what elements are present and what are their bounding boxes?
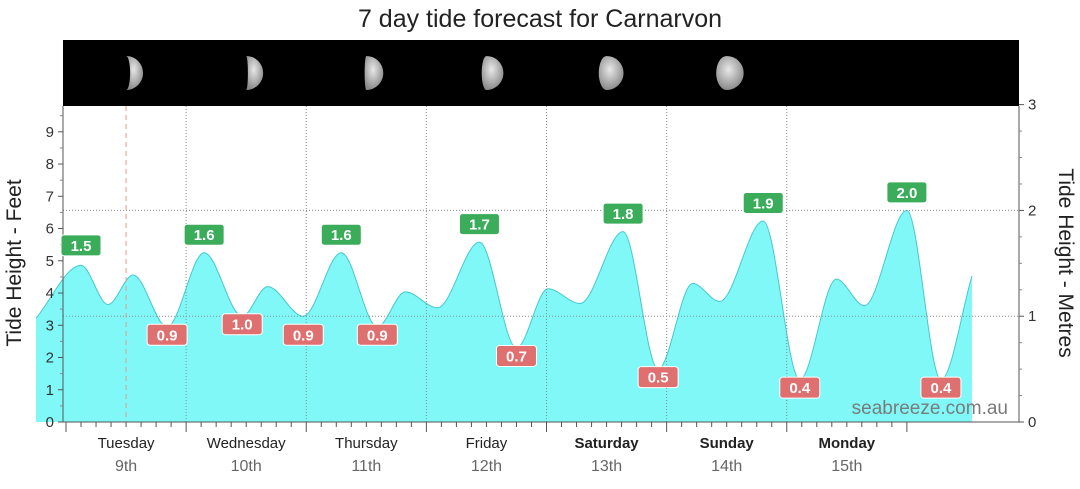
- moon-phase-icon: [126, 56, 144, 90]
- low-tide-label: 0.9: [146, 323, 188, 346]
- day-name-label: Saturday: [574, 435, 639, 452]
- plot-area: 0 1 2 3 4 5 6 7 8 9 0 1 2 3 Tuesday 9th Wednesday 10th Thu…: [35, 97, 1036, 475]
- y-tick-label-feet: 7: [46, 188, 54, 205]
- tide-label-badge: [779, 376, 821, 399]
- moon-lit-portion: [246, 56, 264, 90]
- day-name-label: Thursday: [335, 435, 398, 452]
- moon-lit-portion: [598, 56, 624, 90]
- moon-lit-portion: [126, 56, 144, 90]
- high-tide-label: 1.9: [742, 191, 784, 214]
- tide-label-badge: [146, 323, 188, 346]
- tide-label-badge: [458, 213, 500, 236]
- tide-label-badge: [320, 223, 362, 246]
- y-tick-label-feet: 4: [46, 285, 54, 302]
- day-name-label: Monday: [818, 435, 875, 452]
- day-name-label: Wednesday: [207, 435, 286, 452]
- tide-label-badge: [886, 181, 928, 204]
- low-tide-label: 0.9: [356, 323, 398, 346]
- y-tick-label-metres: 2: [1028, 202, 1036, 219]
- low-tide-label: 0.5: [637, 366, 679, 389]
- day-date-label: 11th: [351, 458, 381, 475]
- tide-label-value: 0.5: [648, 370, 669, 387]
- low-tide-label: 0.9: [282, 323, 324, 346]
- day-date-label: 14th: [711, 458, 742, 475]
- y-tick-label-feet: 8: [46, 156, 54, 173]
- tide-area: [35, 210, 972, 422]
- tide-label-value: 0.9: [367, 327, 388, 344]
- day-name-label: Sunday: [700, 435, 755, 452]
- tide-label-badge: [602, 202, 644, 225]
- tide-line: [35, 209, 973, 381]
- moon-phase-icon: [364, 56, 384, 90]
- low-tide-label: 0.4: [779, 376, 821, 399]
- y-tick-label-feet: 1: [46, 382, 54, 399]
- day-date-label: 12th: [471, 458, 502, 475]
- tide-label-badge: [60, 234, 102, 257]
- high-tide-label: 2.0: [886, 181, 928, 204]
- tide-label-value: 1.6: [331, 227, 352, 244]
- day-name-label: Tuesday: [98, 435, 155, 452]
- tide-label-value: 0.4: [930, 380, 952, 397]
- tide-label-value: 1.7: [469, 217, 490, 234]
- low-tide-label: 0.7: [495, 344, 537, 367]
- moon-lit-portion: [481, 56, 504, 90]
- moon-phase-icon: [716, 56, 744, 90]
- day-date-label: 15th: [831, 458, 862, 475]
- tide-label-value: 2.0: [896, 185, 917, 202]
- y-tick-label-metres: 0: [1028, 414, 1036, 431]
- tide-label-value: 1.8: [613, 206, 634, 223]
- tide-label-badge: [282, 323, 324, 346]
- tide-label-badge: [637, 366, 679, 389]
- high-tide-label: 1.6: [183, 223, 225, 246]
- y-tick-label-feet: 0: [46, 414, 54, 431]
- moon-lit-portion: [716, 56, 744, 90]
- watermark: seabreeze.com.au: [852, 398, 1008, 419]
- tide-label-value: 1.6: [194, 227, 215, 244]
- tide-label-badge: [495, 344, 537, 367]
- tide-label-value: 1.9: [753, 195, 774, 212]
- moon-lit-portion: [364, 56, 384, 90]
- chart-title: 7 day tide forecast for Carnarvon: [358, 5, 722, 33]
- tide-label-badge: [221, 313, 263, 336]
- moon-phase-bar: [63, 40, 1019, 106]
- day-name-label: Friday: [466, 435, 508, 452]
- y-tick-label-feet: 3: [46, 317, 54, 334]
- day-date-label: 10th: [231, 458, 262, 475]
- tide-label-value: 0.9: [293, 327, 314, 344]
- high-tide-label: 1.8: [602, 202, 644, 225]
- tide-label-badge: [920, 376, 962, 399]
- low-tide-label: 0.4: [920, 376, 962, 399]
- y-axis-label-metres: Tide Height - Metres: [1054, 168, 1077, 357]
- tide-label-value: 1.0: [232, 317, 253, 334]
- tide-label-value: 0.9: [157, 327, 178, 344]
- tide-label-value: 0.4: [789, 380, 811, 397]
- high-tide-label: 1.5: [60, 234, 102, 257]
- moon-phase-icon: [246, 56, 264, 90]
- tide-label-badge: [742, 191, 784, 214]
- y-tick-label-feet: 6: [46, 221, 54, 238]
- low-tide-label: 1.0: [221, 313, 263, 336]
- tide-label-badge: [183, 223, 225, 246]
- y-axis-label-feet: Tide Height - Feet: [3, 179, 26, 346]
- moon-bar-background: [63, 40, 1019, 106]
- y-tick-label-metres: 3: [1028, 97, 1036, 114]
- tide-label-value: 0.7: [506, 348, 527, 365]
- tide-label-badge: [356, 323, 398, 346]
- day-date-label: 13th: [591, 458, 622, 475]
- moon-phase-icon: [481, 56, 504, 90]
- y-tick-label-feet: 5: [46, 253, 54, 270]
- high-tide-label: 1.6: [320, 223, 362, 246]
- y-tick-label-metres: 1: [1028, 308, 1036, 325]
- high-tide-label: 1.7: [458, 213, 500, 236]
- moon-phase-icon: [598, 56, 624, 90]
- y-tick-label-feet: 9: [46, 124, 54, 141]
- tide-label-value: 1.5: [71, 238, 92, 255]
- y-tick-label-feet: 2: [46, 350, 54, 367]
- day-date-label: 9th: [115, 458, 137, 475]
